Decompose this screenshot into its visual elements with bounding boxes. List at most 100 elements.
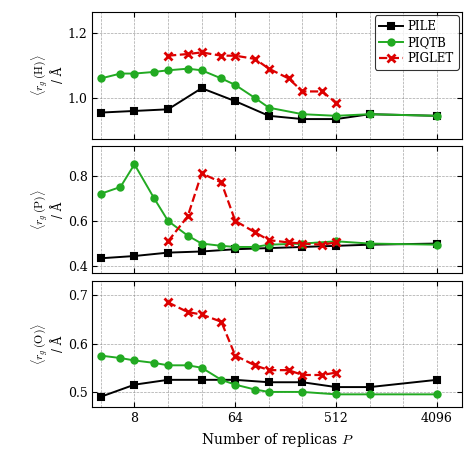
PILE: [132, 382, 137, 388]
PIQTB: [165, 363, 171, 368]
PILE: [199, 377, 204, 382]
Line: PIGLET: PIGLET: [164, 48, 340, 107]
PIQTB: [151, 195, 157, 201]
PIQTB: [300, 111, 305, 117]
PILE: [98, 110, 104, 115]
Y-axis label: $\langle r_g\,(\mathrm{P})\rangle$
/ Å: $\langle r_g\,(\mathrm{P})\rangle$ / Å: [29, 189, 65, 230]
PILE: [434, 377, 440, 382]
PIGLET: [165, 238, 171, 244]
PIQTB: [151, 69, 157, 75]
Line: PIQTB: PIQTB: [98, 352, 440, 398]
PILE: [333, 243, 339, 249]
PIGLET: [219, 179, 224, 185]
PIGLET: [185, 51, 191, 57]
Line: PIQTB: PIQTB: [98, 65, 440, 119]
PILE: [333, 116, 339, 122]
PIGLET: [165, 300, 171, 305]
PILE: [367, 111, 373, 117]
Y-axis label: $\langle r_g\,(\mathrm{O})\rangle$
/ Å: $\langle r_g\,(\mathrm{O})\rangle$ / Å: [29, 323, 65, 365]
PIGLET: [266, 237, 272, 243]
PIQTB: [367, 391, 373, 397]
PIQTB: [232, 244, 238, 250]
PIQTB: [151, 360, 157, 365]
PIQTB: [199, 241, 204, 246]
PIQTB: [118, 71, 123, 76]
PIGLET: [232, 353, 238, 358]
PIGLET: [266, 66, 272, 72]
PIQTB: [199, 365, 204, 371]
PIGLET: [300, 241, 305, 246]
PIGLET: [219, 53, 224, 58]
PIQTB: [185, 66, 191, 72]
PIQTB: [367, 241, 373, 246]
PIGLET: [319, 242, 325, 248]
PIGLET: [232, 218, 238, 224]
PIGLET: [266, 367, 272, 373]
PIGLET: [319, 372, 325, 378]
Line: PIGLET: PIGLET: [164, 298, 340, 379]
PIQTB: [266, 389, 272, 395]
PIQTB: [232, 382, 238, 388]
PILE: [165, 106, 171, 112]
PIQTB: [98, 353, 104, 358]
Line: PIQTB: PIQTB: [98, 161, 440, 250]
PIQTB: [219, 243, 224, 249]
PIQTB: [266, 242, 272, 248]
PILE: [266, 113, 272, 119]
PILE: [132, 253, 137, 259]
PILE: [434, 241, 440, 246]
Line: PILE: PILE: [98, 85, 440, 122]
PILE: [232, 377, 238, 382]
PIGLET: [333, 100, 339, 106]
PIQTB: [98, 76, 104, 81]
PIQTB: [333, 238, 339, 244]
Legend: PILE, PIQTB, PIGLET: PILE, PIQTB, PIGLET: [374, 16, 459, 70]
PILE: [165, 377, 171, 382]
PIQTB: [434, 391, 440, 397]
PILE: [232, 98, 238, 104]
PIQTB: [185, 233, 191, 238]
PIQTB: [252, 244, 258, 250]
PIGLET: [185, 213, 191, 219]
PIGLET: [252, 363, 258, 368]
PIQTB: [266, 105, 272, 111]
PIQTB: [252, 387, 258, 392]
PIQTB: [333, 113, 339, 119]
PIQTB: [165, 218, 171, 224]
PILE: [300, 116, 305, 122]
PILE: [367, 384, 373, 390]
PIGLET: [219, 319, 224, 325]
X-axis label: Number of replicas $P$: Number of replicas $P$: [201, 431, 354, 449]
PILE: [165, 250, 171, 255]
PILE: [300, 380, 305, 385]
PIGLET: [319, 89, 325, 94]
PIGLET: [199, 171, 204, 176]
PIQTB: [185, 363, 191, 368]
PIQTB: [165, 67, 171, 73]
PIQTB: [219, 377, 224, 382]
PILE: [199, 249, 204, 254]
PIGLET: [252, 56, 258, 62]
PIQTB: [300, 241, 305, 246]
PIGLET: [252, 229, 258, 235]
PILE: [232, 246, 238, 252]
PILE: [98, 255, 104, 261]
PIQTB: [98, 191, 104, 196]
PIGLET: [232, 53, 238, 58]
PILE: [434, 113, 440, 119]
PILE: [132, 108, 137, 114]
PILE: [367, 242, 373, 248]
PIQTB: [434, 113, 440, 119]
PIGLET: [333, 370, 339, 375]
PILE: [266, 245, 272, 251]
PIQTB: [232, 82, 238, 88]
PIGLET: [199, 49, 204, 55]
PIQTB: [367, 111, 373, 117]
Line: PILE: PILE: [98, 377, 440, 400]
PIGLET: [286, 367, 292, 373]
PIGLET: [333, 240, 339, 245]
PIQTB: [333, 391, 339, 397]
PIQTB: [434, 242, 440, 248]
PIQTB: [199, 67, 204, 73]
PIQTB: [132, 71, 137, 76]
